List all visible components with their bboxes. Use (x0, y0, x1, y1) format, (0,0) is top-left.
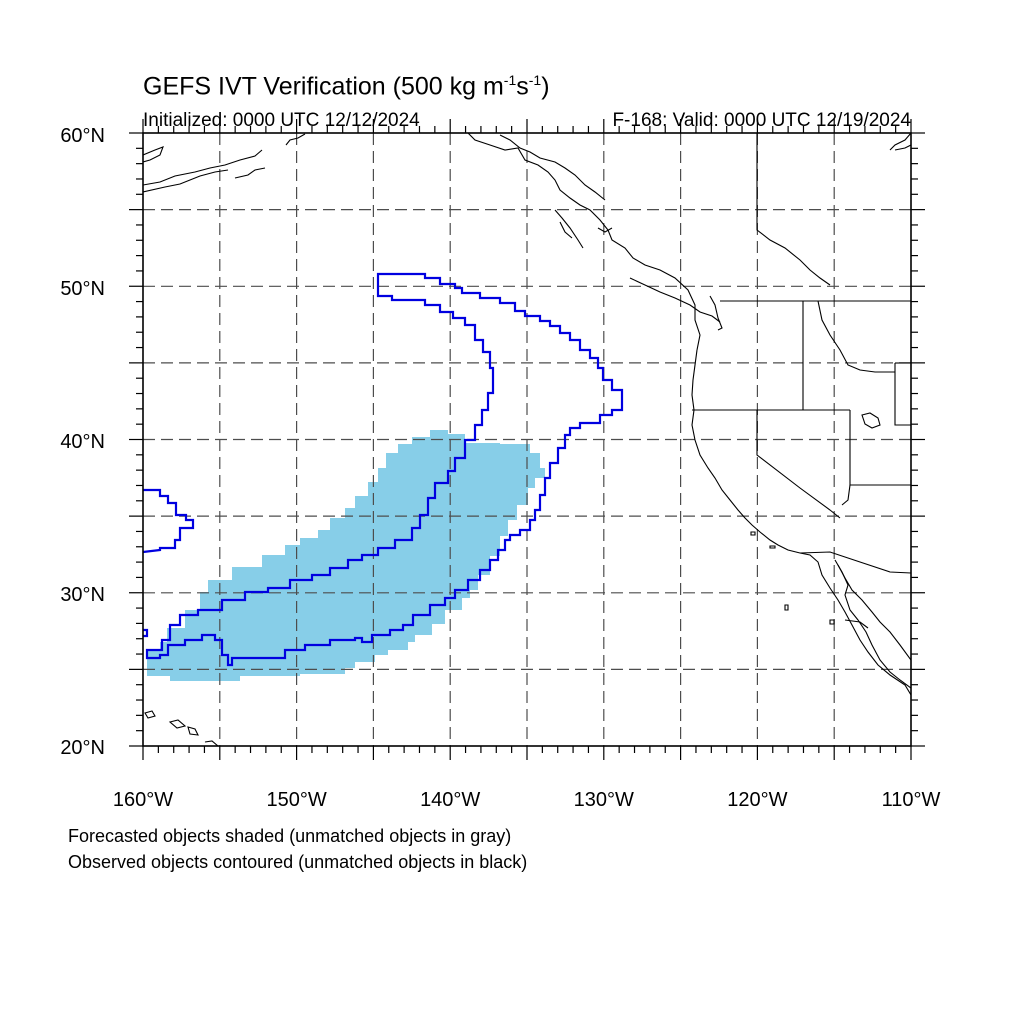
chart-title: GEFS IVT Verification (500 kg m-1s-1) (143, 72, 550, 101)
lon-label-120w: 120°W (727, 789, 787, 811)
lon-label-130w: 130°W (574, 789, 634, 811)
lat-label-40: 40°N (60, 431, 105, 453)
lon-label-110w: 110°W (882, 789, 941, 811)
lon-label-160w: 160°W (113, 789, 173, 811)
observed-ivt-object-west (143, 488, 195, 554)
lat-label-50: 50°N (60, 278, 105, 300)
lon-label-150w: 150°W (266, 789, 326, 811)
forecast-ivt-object (147, 430, 545, 681)
lat-label-30: 30°N (60, 584, 105, 606)
observed-ivt-object (145, 272, 624, 667)
valid-time-label: F-168: Valid: 0000 UTC 12/19/2024 (612, 110, 911, 131)
axis-ticks (129, 119, 925, 760)
observed-ivt-contours (143, 272, 624, 667)
initialized-label: Initialized: 0000 UTC 12/12/2024 (143, 110, 420, 131)
legend-note-observed: Observed objects contoured (unmatched ob… (68, 852, 528, 872)
lat-label-60: 60°N (60, 125, 105, 147)
legend-note-forecast: Forecasted objects shaded (unmatched obj… (68, 826, 512, 846)
lon-label-140w: 140°W (420, 789, 480, 811)
coastlines (143, 133, 911, 746)
lat-label-20: 20°N (60, 737, 105, 759)
observed-ivt-object-edge (143, 628, 149, 638)
